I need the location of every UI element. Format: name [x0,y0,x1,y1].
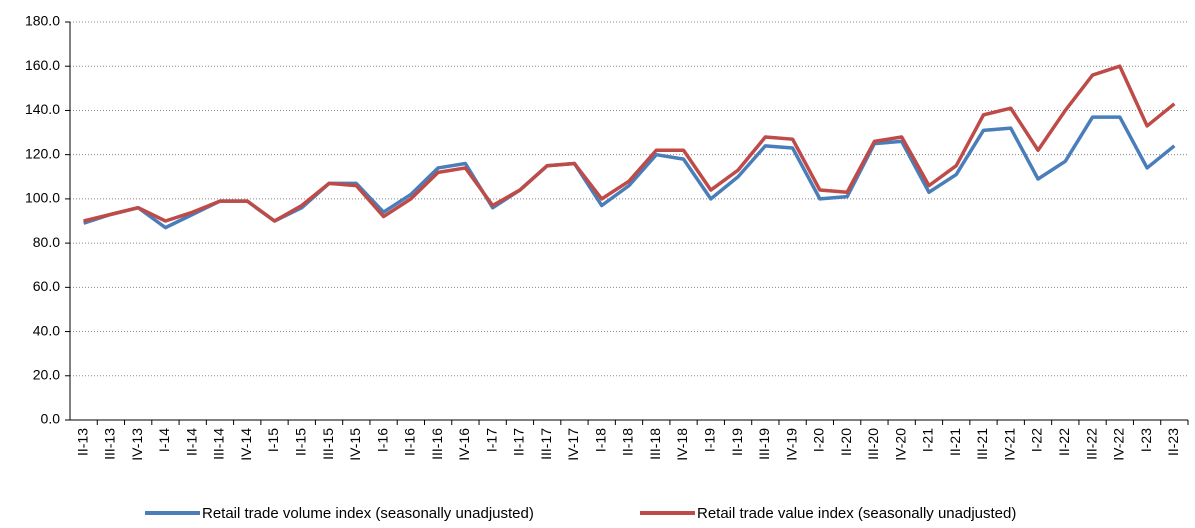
x-tick-label: IV-17 [565,428,581,461]
line [83,115,1176,230]
x-tick-label: IV-15 [347,428,363,461]
x-tick-label: I-15 [265,428,281,452]
x-tick-label: I-23 [1138,428,1154,452]
y-tick-label: 180.0 [25,13,60,29]
x-tick-label: I-22 [1029,428,1045,452]
x-tick-label: III-18 [647,428,663,460]
x-tick-label: IV-21 [1001,428,1017,461]
x-tick-label: III-22 [1083,428,1099,460]
x-tick-label: IV-16 [456,428,472,461]
x-tick-label: II-19 [729,428,745,456]
y-tick-label: 60.0 [33,278,60,294]
x-tick-label: IV-22 [1111,428,1127,461]
y-tick-label: 160.0 [25,57,60,73]
x-tick-label: IV-18 [674,428,690,461]
x-tick-label: III-14 [211,428,227,460]
x-tick-label: I-21 [920,428,936,452]
x-tick-label: III-21 [974,428,990,460]
x-tick-label: III-15 [320,428,336,460]
x-tick-label: IV-20 [892,428,908,461]
y-tick-label: 120.0 [25,145,60,161]
x-tick-label: II-14 [183,428,199,456]
x-tick-label: IV-14 [238,428,254,461]
y-tick-label: 140.0 [25,101,60,117]
x-tick-label: II-21 [947,428,963,456]
x-tick-label: II-18 [620,428,636,456]
y-tick-label: 80.0 [33,234,60,250]
line [83,64,1176,223]
y-tick-label: 0.0 [41,411,61,427]
x-tick-label: II-23 [1165,428,1181,456]
legend-label: Retail trade value index (seasonally una… [697,505,1016,522]
x-tick-label: IV-19 [783,428,799,461]
x-tick-label: III-19 [756,428,772,460]
x-tick-label: IV-13 [129,428,145,461]
x-tick-label: II-22 [1056,428,1072,456]
y-tick-label: 40.0 [33,322,60,338]
x-tick-label: III-20 [865,428,881,460]
x-tick-label: I-16 [374,428,390,452]
x-tick-label: III-16 [429,428,445,460]
legend-label: Retail trade volume index (seasonally un… [202,505,534,522]
x-tick-label: II-13 [74,428,90,456]
x-tick-label: II-16 [402,428,418,456]
x-tick-label: II-17 [511,428,527,456]
x-tick-label: II-20 [838,428,854,456]
x-tick-label: I-19 [702,428,718,452]
y-tick-label: 100.0 [25,190,60,206]
x-tick-label: II-15 [292,428,308,456]
y-tick-label: 20.0 [33,366,60,382]
x-tick-label: I-18 [592,428,608,452]
x-tick-label: III-13 [102,428,118,460]
x-tick-label: III-17 [538,428,554,460]
x-tick-label: I-17 [483,428,499,452]
x-tick-label: I-14 [156,428,172,452]
x-tick-label: I-20 [811,428,827,452]
